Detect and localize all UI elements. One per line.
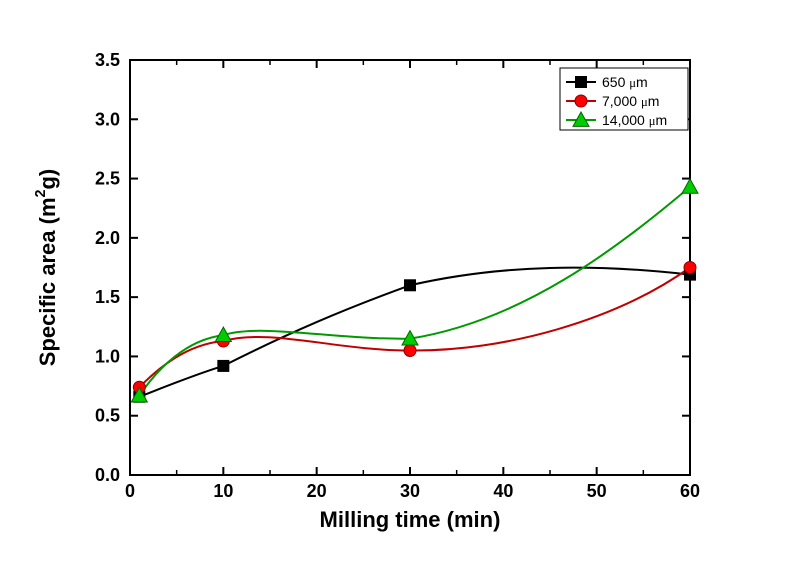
legend-label: 650 μm — [602, 74, 648, 90]
x-tick-label: 30 — [400, 481, 420, 501]
x-tick-label: 60 — [680, 481, 700, 501]
svg-text:Specific area (m2g): Specific area (m2g) — [33, 169, 60, 366]
y-tick-label: 2.5 — [95, 169, 120, 189]
legend-label: 7,000 μm — [602, 93, 659, 109]
x-tick-label: 0 — [125, 481, 135, 501]
legend-label: 14,000 μm — [602, 112, 667, 128]
chart-svg: 0 10 20 30 40 50 60 0.0 0.5 1.0 1.5 2.0 2.5 3.0 3.5 Mil… — [0, 0, 786, 567]
chart-container: 0 10 20 30 40 50 60 0.0 0.5 1.0 1.5 2.0 2.5 3.0 3.5 Mil… — [0, 0, 786, 567]
marker-square — [405, 280, 416, 291]
marker-circle — [575, 95, 587, 107]
y-tick-label: 2.0 — [95, 228, 120, 248]
x-tick-label: 40 — [493, 481, 513, 501]
y-tick-label: 1.5 — [95, 287, 120, 307]
x-axis-label: Milling time (min) — [320, 507, 501, 532]
y-tick-label: 1.0 — [95, 346, 120, 366]
x-tick-label: 10 — [213, 481, 233, 501]
marker-circle — [404, 345, 416, 357]
x-tick-label: 50 — [587, 481, 607, 501]
x-tick-label: 20 — [307, 481, 327, 501]
marker-square — [576, 77, 587, 88]
marker-circle — [684, 262, 696, 274]
y-tick-label: 3.0 — [95, 109, 120, 129]
y-tick-label: 0.0 — [95, 465, 120, 485]
marker-triangle — [682, 179, 698, 193]
y-axis-label: Specific area (m2g) — [33, 169, 60, 366]
y-tick-label: 3.5 — [95, 50, 120, 70]
marker-square — [218, 360, 229, 371]
y-tick-label: 0.5 — [95, 406, 120, 426]
